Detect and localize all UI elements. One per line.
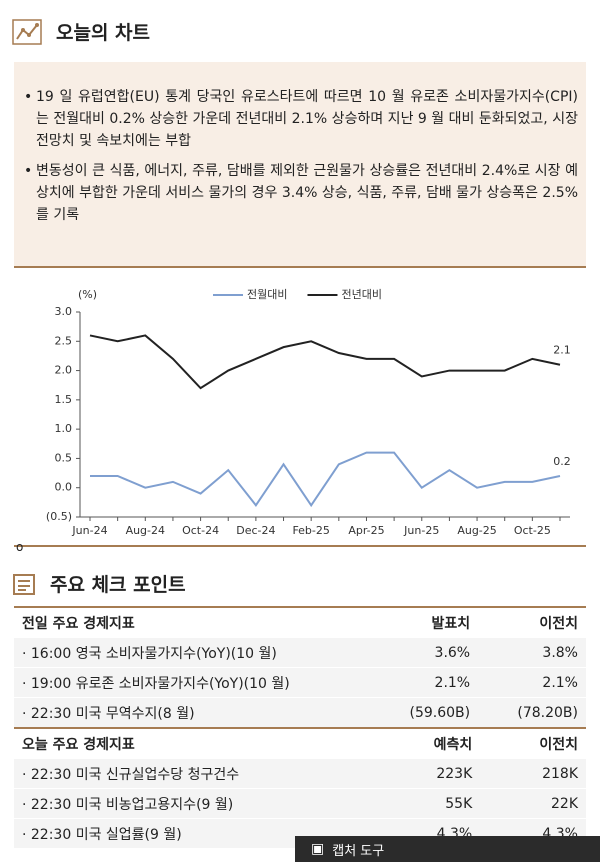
table-cell: · 16:00 영국 소비자물가지수(YoY)(10 월) <box>14 637 371 668</box>
table-row: · 16:00 영국 소비자물가지수(YoY)(10 월) 3.6% 3.8% <box>14 637 586 668</box>
legend-label: 전월대비 <box>247 288 287 301</box>
table-cell: 예측치 <box>374 727 481 759</box>
check-title: 주요 체크 포인트 <box>50 574 186 596</box>
y-tick-label: (0.5) <box>46 510 72 523</box>
end-label: 0.2 <box>553 455 571 468</box>
table-cell: 55K <box>374 788 481 819</box>
table-cell: 22K <box>480 788 586 819</box>
x-tick-label: Apr-25 <box>348 524 384 537</box>
chart: (%) (0.5) 0.0 0.5 1.0 1.5 2.0 2.5 3.0 Jun-24 Aug-… <box>46 288 571 537</box>
table-cell: 2.1% <box>370 667 479 698</box>
table-cell: (59.60B) <box>370 697 479 728</box>
y-tick-label: 1.5 <box>55 393 73 406</box>
separator <box>14 545 586 547</box>
table-row: · 22:30 미국 무역수지(8 월) (59.60B) (78.20B) <box>14 697 586 728</box>
table-row: · 22:30 미국 신규실업수당 청구건수 223K 218K <box>14 758 586 789</box>
table-cell: 발표치 <box>370 606 479 638</box>
x-tick-label: Aug-24 <box>126 524 165 537</box>
y-tick-label: 3.0 <box>55 305 73 318</box>
y-tick-label: 2.0 <box>55 364 73 377</box>
header-title: 오늘의 차트 <box>56 22 151 44</box>
series-line <box>89 334 561 390</box>
check-icon <box>13 573 35 595</box>
capture-tool-label: 캡처 도구 <box>332 843 385 859</box>
chart-header: 오늘의 차트 <box>12 18 150 45</box>
x-tick-label: Jun-25 <box>403 524 439 537</box>
table-row: · 19:00 유로존 소비자물가지수(YoY)(10 월) 2.1% 2.1% <box>14 667 586 698</box>
series-line <box>90 451 561 508</box>
check-header: 주요 체크 포인트 <box>12 570 186 597</box>
table-cell: 3.6% <box>370 637 479 668</box>
table-cell: 218K <box>480 758 586 789</box>
table-row: · 22:30 미국 비농업고용지수(9 월) 55K 22K <box>14 788 586 819</box>
x-tick-label: Dec-24 <box>236 524 275 537</box>
table-cell: 이전치 <box>480 727 586 759</box>
table-cell: · 22:30 미국 신규실업수당 청구건수 <box>14 758 375 789</box>
indicator-table: 오늘 주요 경제지표 예측치 이전치 · 22:30 미국 신규실업수당 청구건수 22… <box>14 727 586 849</box>
table-header: 오늘 주요 경제지표 예측치 이전치 <box>14 727 586 759</box>
summary-box: 19 일 유럽연합(EU) 통계 당국인 유로스타트에 따르면 10 월 유로존… <box>14 62 586 268</box>
table-cell: · 22:30 미국 실업률(9 월) <box>14 818 375 849</box>
bullet: 19 일 유럽연합(EU) 통계 당국인 유로스타트에 따르면 10 월 유로존… <box>24 86 578 152</box>
y-tick-label: 1.0 <box>55 422 73 435</box>
table-header: 전일 주요 경제지표 발표치 이전치 <box>14 606 586 638</box>
x-tick-label: Aug-25 <box>457 524 496 537</box>
x-tick-label: Oct-24 <box>182 524 219 537</box>
table-cell: · 22:30 미국 비농업고용지수(9 월) <box>14 788 375 819</box>
x-tick-label: Jun-24 <box>71 524 107 537</box>
table-cell: 전일 주요 경제지표 <box>14 606 371 638</box>
chart-icon <box>12 18 42 45</box>
x-tick-label: Feb-25 <box>292 524 329 537</box>
legend-label: 전년대비 <box>341 288 381 301</box>
y-tick-label: 0.0 <box>55 481 73 494</box>
y-axis-label: (%) <box>78 288 97 301</box>
table-cell: 223K <box>374 758 481 789</box>
indicator-table: 전일 주요 경제지표 발표치 이전치 · 16:00 영국 소비자물가지수(YoY)(… <box>14 606 586 728</box>
bullet: 변동성이 큰 식품, 에너지, 주류, 담배를 제외한 근원물가 상승률은 전년… <box>24 160 578 226</box>
end-label: 2.1 <box>553 344 571 357</box>
x-tick-label: Oct-25 <box>514 524 551 537</box>
capture-tool-bar[interactable]: ▣ 캡처 도구 <box>295 836 600 862</box>
table-cell: 오늘 주요 경제지표 <box>14 727 375 759</box>
table-cell: 2.1% <box>478 667 586 698</box>
stray-mark: o <box>16 540 24 554</box>
table-cell: · 22:30 미국 무역수지(8 월) <box>14 697 371 728</box>
table-cell: · 19:00 유로존 소비자물가지수(YoY)(10 월) <box>14 667 371 698</box>
table-cell: 이전치 <box>478 606 586 638</box>
table-cell: (78.20B) <box>478 697 586 728</box>
y-tick-label: 0.5 <box>55 451 73 464</box>
table-cell: 3.8% <box>478 637 586 668</box>
y-tick-label: 2.5 <box>55 334 73 347</box>
